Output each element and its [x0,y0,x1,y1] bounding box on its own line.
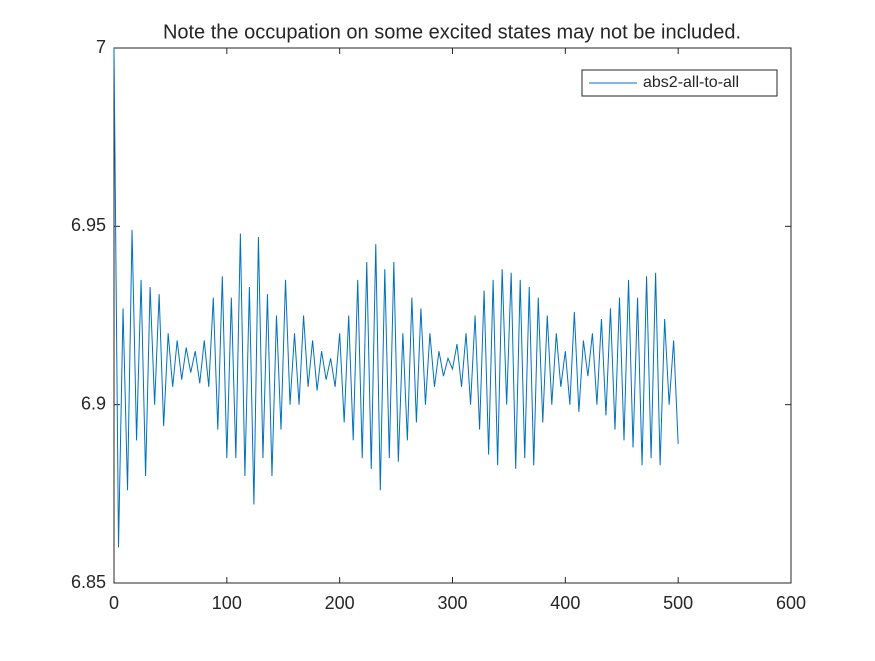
chart-title: Note the occupation on some excited stat… [163,21,741,43]
legend-label: abs2-all-to-all [643,74,739,91]
y-tick-label: 6.9 [81,393,106,413]
x-tick-label: 0 [109,593,119,613]
x-tick-label: 200 [325,593,355,613]
y-tick-label: 7 [96,37,106,57]
x-tick-label: 400 [550,593,580,613]
x-tick-label: 100 [212,593,242,613]
x-tick-label: 600 [776,593,806,613]
x-tick-label: 500 [663,593,693,613]
y-tick-label: 6.85 [71,572,106,592]
plot-area [113,47,792,584]
y-tick-label: 6.95 [71,215,106,235]
data-line [113,47,679,548]
x-tick-label: 300 [437,593,467,613]
